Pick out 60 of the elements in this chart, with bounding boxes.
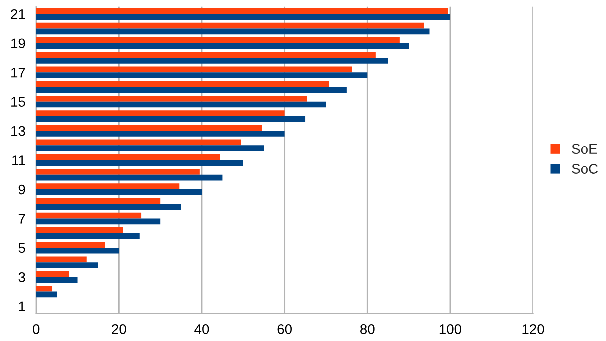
bar [36,184,180,190]
x-tick-label: 60 [278,324,292,334]
bar [36,43,410,50]
bar [36,233,140,240]
y-tick-label: 11 [12,156,26,166]
bar [36,58,388,64]
bar [36,160,244,166]
bar [36,242,106,248]
bar [36,87,347,94]
bar [36,110,285,116]
bar [36,271,70,278]
bar [36,131,285,137]
bar [36,286,53,292]
bar [36,204,182,210]
bar [36,8,448,14]
y-tick-label: 13 [12,126,26,136]
bar [36,146,264,152]
bar [36,212,142,219]
bar [36,262,98,268]
bar [36,66,352,73]
y-tick-label: 9 [18,184,26,195]
bar [36,22,424,29]
y-tick-label: 21 [11,9,26,20]
legend-label: SoE [572,144,598,154]
bar [36,190,202,196]
x-tick-label: 0 [33,324,40,334]
bar [36,96,308,102]
bar [36,277,78,284]
bar [36,102,326,108]
x-tick-label: 100 [440,324,462,334]
bar [36,28,430,35]
y-tick-label: 3 [18,272,26,282]
x-tick-label: 80 [360,324,375,334]
y-tick-label: 15 [12,97,26,107]
x-tick-label: 120 [522,324,544,334]
y-tick-label: 5 [18,243,26,254]
bar [36,292,58,298]
legend-label: SoC [572,164,598,174]
x-tick-label: 20 [112,324,126,334]
bar [36,218,161,225]
bar [36,154,220,160]
bar [36,14,450,20]
y-tick-label: 1 [19,302,26,312]
bar [36,81,330,88]
bar [36,169,200,175]
bar [36,227,124,234]
bar [36,256,87,263]
bar [36,125,262,132]
y-tick-label: 19 [12,38,26,49]
bar [36,72,368,78]
bar [36,38,400,44]
bar [36,174,223,181]
y-tick-label: 17 [12,68,26,78]
bar [36,140,242,146]
bar [36,52,376,58]
bar [36,198,161,204]
bar [36,116,306,122]
bar [36,248,120,254]
x-tick-label: 40 [194,324,210,334]
y-tick-label: 7 [18,214,26,224]
